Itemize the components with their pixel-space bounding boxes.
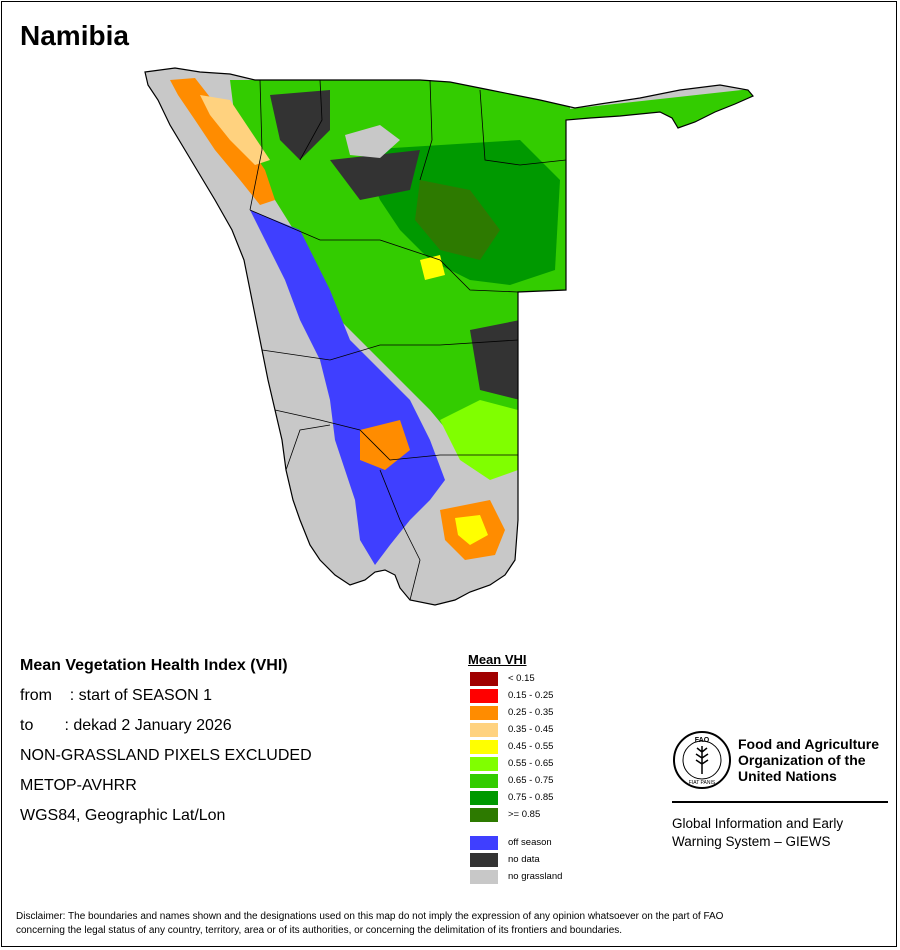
info-projection: WGS84, Geographic Lat/Lon	[20, 807, 226, 824]
vegetation-average-area-central	[420, 255, 445, 280]
region-boundaries	[249, 79, 567, 601]
vegetation-poor-area-central	[360, 420, 410, 470]
legend-item: 0.75 - 0.85	[468, 791, 608, 805]
legend-item: 0.45 - 0.55	[468, 740, 608, 754]
disclaimer: Disclaimer: The boundaries and names sho…	[16, 910, 886, 938]
giews-name: Global Information and Early Warning Sys…	[672, 815, 892, 851]
map-title: Namibia	[20, 20, 129, 51]
info-to-line: to : dekad 2 January 2026	[20, 717, 232, 734]
legend-item: 0.25 - 0.35	[468, 706, 608, 720]
legend-swatch	[470, 808, 498, 822]
info-grassland-note: NON-GRASSLAND PIXELS EXCLUDED	[20, 747, 312, 764]
namibia-vhi-map	[144, 67, 754, 606]
no-data-area-north	[270, 90, 330, 160]
legend-swatch	[470, 791, 498, 805]
legend-swatch	[470, 836, 498, 850]
legend-label: no data	[508, 854, 540, 865]
legend-item: 0.55 - 0.65	[468, 757, 608, 771]
legend-label: 0.15 - 0.25	[508, 690, 554, 701]
legend-item: no data	[468, 853, 608, 867]
logo-ring-text: FIAT PANIS	[689, 780, 716, 786]
organization-name-line2: Organization of the	[738, 752, 866, 768]
legend-swatch	[470, 723, 498, 737]
legend-label: >= 0.85	[508, 809, 541, 820]
disclaimer-line1: Disclaimer: The boundaries and names sho…	[16, 911, 724, 922]
etosha-pan-area	[345, 125, 400, 158]
legend-item: < 0.15	[468, 672, 608, 686]
disclaimer-line2: concerning the legal status of any count…	[16, 925, 623, 936]
divider	[672, 801, 888, 803]
organization-name-line3: United Nations	[738, 768, 837, 784]
no-data-area-central	[330, 150, 420, 200]
info-title: Mean Vegetation Health Index (VHI)	[20, 657, 288, 674]
legend-item: no grassland	[468, 870, 608, 884]
namibia-border	[144, 67, 754, 606]
legend-label: off season	[508, 837, 552, 848]
organization-name-line1: Food and Agriculture	[738, 736, 880, 752]
legend-label: 0.75 - 0.85	[508, 792, 554, 803]
legend-label: < 0.15	[508, 673, 535, 684]
fao-logo-icon: FAO FIAT PANIS	[673, 731, 731, 789]
logo-text: FAO	[695, 737, 710, 744]
legend-swatch	[470, 870, 498, 884]
no-data-area-east	[470, 320, 520, 400]
giews-name-line1: Global Information and Early	[672, 816, 844, 831]
legend-item: 0.35 - 0.45	[468, 723, 608, 737]
legend-label: 0.65 - 0.75	[508, 775, 554, 786]
legend-item: 0.65 - 0.75	[468, 774, 608, 788]
legend-swatch	[470, 757, 498, 771]
legend-swatch	[470, 706, 498, 720]
legend-label: no grassland	[508, 871, 563, 882]
legend-swatch	[470, 689, 498, 703]
vegetation-average-area-south	[455, 515, 488, 545]
legend-swatch	[470, 740, 498, 754]
info-sensor: METOP-AVHRR	[20, 777, 137, 794]
legend-item: off season	[468, 836, 608, 850]
info-from-line: from : start of SEASON 1	[20, 687, 213, 704]
legend-label: 0.35 - 0.45	[508, 724, 554, 735]
legend-label: 0.45 - 0.55	[508, 741, 554, 752]
legend-item: >= 0.85	[468, 808, 608, 822]
off-season-area	[250, 210, 445, 565]
vegetation-very-good-area	[415, 180, 500, 260]
vegetation-poor-area-northwest	[170, 78, 275, 205]
legend-label: 0.25 - 0.35	[508, 707, 554, 718]
legend-swatch	[470, 774, 498, 788]
legend-title: Mean VHI	[468, 652, 527, 667]
legend-swatch	[470, 672, 498, 686]
organization-name: Food and Agriculture Organization of the…	[738, 736, 898, 784]
legend-label: 0.55 - 0.65	[508, 758, 554, 769]
vegetation-fair-area-northwest	[200, 95, 270, 165]
legend: Mean VHI < 0.15 0.15 - 0.25 0.25 - 0.35 0.3…	[468, 652, 598, 884]
legend-item: 0.15 - 0.25	[468, 689, 608, 703]
vegetation-fair-area-east	[440, 400, 518, 480]
giews-name-line2: Warning System – GIEWS	[672, 834, 831, 849]
legend-swatch	[470, 853, 498, 867]
